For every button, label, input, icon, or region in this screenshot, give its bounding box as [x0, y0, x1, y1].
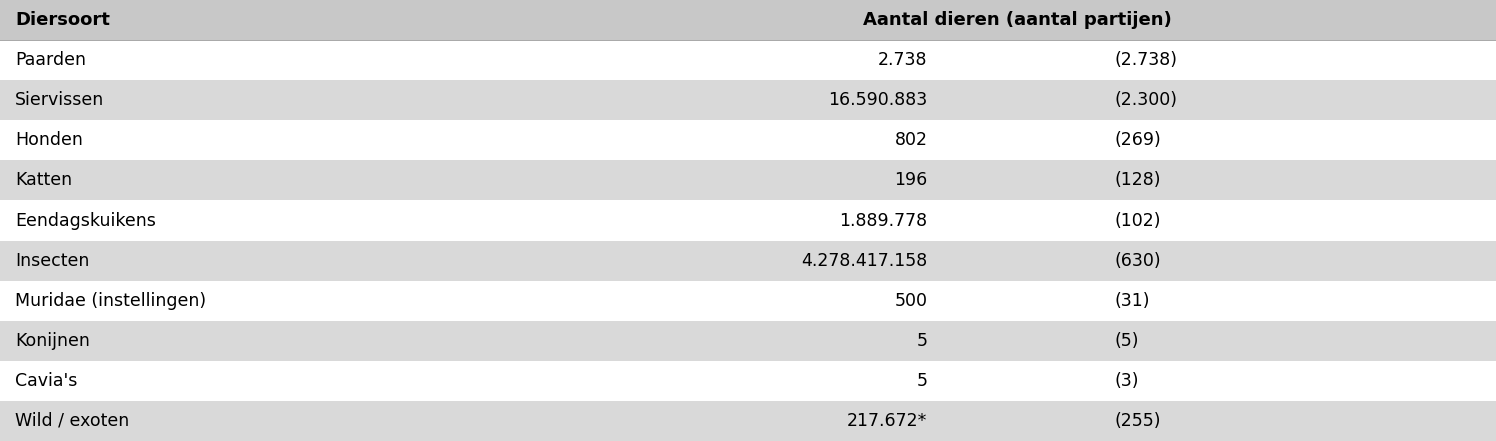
Text: 5: 5 — [917, 372, 928, 390]
Text: (3): (3) — [1115, 372, 1138, 390]
Text: Honden: Honden — [15, 131, 82, 149]
Text: Siervissen: Siervissen — [15, 91, 105, 109]
Text: (102): (102) — [1115, 212, 1161, 229]
Text: (269): (269) — [1115, 131, 1161, 149]
Bar — [0, 161, 1496, 201]
Text: 500: 500 — [895, 292, 928, 310]
Text: (128): (128) — [1115, 172, 1161, 189]
Text: (630): (630) — [1115, 252, 1161, 269]
Text: Eendagskuikens: Eendagskuikens — [15, 212, 156, 229]
Text: 802: 802 — [895, 131, 928, 149]
Bar — [0, 0, 1496, 40]
Text: 5: 5 — [917, 332, 928, 350]
Text: Aantal dieren (aantal partijen): Aantal dieren (aantal partijen) — [863, 11, 1171, 29]
Text: Muridae (instellingen): Muridae (instellingen) — [15, 292, 206, 310]
Bar — [0, 240, 1496, 280]
Bar — [0, 401, 1496, 441]
Text: (2.300): (2.300) — [1115, 91, 1177, 109]
Text: Cavia's: Cavia's — [15, 372, 78, 390]
Text: 4.278.417.158: 4.278.417.158 — [802, 252, 928, 269]
Text: Insecten: Insecten — [15, 252, 90, 269]
Bar — [0, 80, 1496, 120]
Text: Konijnen: Konijnen — [15, 332, 90, 350]
Bar — [0, 120, 1496, 161]
Text: 217.672*: 217.672* — [847, 412, 928, 430]
Bar — [0, 201, 1496, 240]
Text: Diersoort: Diersoort — [15, 11, 109, 29]
Text: 1.889.778: 1.889.778 — [839, 212, 928, 229]
Bar — [0, 280, 1496, 321]
Text: (255): (255) — [1115, 412, 1161, 430]
Text: 16.590.883: 16.590.883 — [829, 91, 928, 109]
Text: Wild / exoten: Wild / exoten — [15, 412, 129, 430]
Text: 2.738: 2.738 — [878, 51, 928, 69]
Bar — [0, 40, 1496, 41]
Bar — [0, 40, 1496, 80]
Text: (2.738): (2.738) — [1115, 51, 1177, 69]
Text: Paarden: Paarden — [15, 51, 85, 69]
Text: Katten: Katten — [15, 172, 72, 189]
Bar — [0, 361, 1496, 401]
Bar — [0, 321, 1496, 361]
Text: (31): (31) — [1115, 292, 1150, 310]
Text: (5): (5) — [1115, 332, 1138, 350]
Text: 196: 196 — [895, 172, 928, 189]
